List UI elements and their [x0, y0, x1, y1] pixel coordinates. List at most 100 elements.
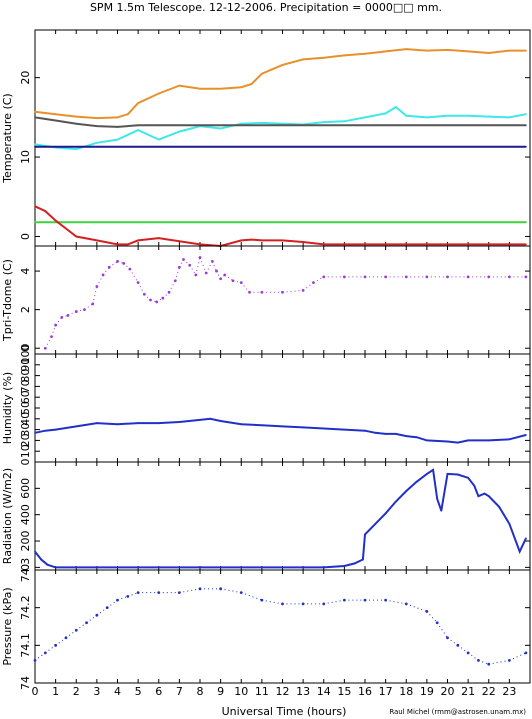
- data-point: [374, 431, 377, 434]
- x-tick-label: 19: [420, 685, 434, 698]
- series-dots: [92, 286, 98, 304]
- x-tick-label: 23: [502, 685, 516, 698]
- series-5: [34, 221, 527, 224]
- x-axis: 0 1 2 3 4 5 6 7 8 9 10 11 12 13 14 15 16 17 18 19 20 21 22 23: [32, 685, 517, 698]
- data-point: [34, 205, 36, 208]
- data-point: [34, 221, 36, 224]
- x-tick-label: 10: [234, 685, 248, 698]
- data-point: [508, 243, 511, 246]
- y-tick-label: 2: [19, 306, 32, 313]
- data-point: [178, 84, 181, 87]
- data-point: [425, 439, 428, 442]
- data-point: [425, 49, 428, 52]
- x-tick-label: 13: [296, 685, 310, 698]
- series-dots: [44, 336, 52, 349]
- data-point: [95, 125, 98, 127]
- series-dots: [282, 289, 304, 293]
- data-point: [364, 243, 366, 246]
- x-tick-label: 7: [176, 685, 183, 698]
- panel-frame: [34, 29, 531, 247]
- series-dots: [108, 261, 118, 268]
- series-dots: [96, 274, 104, 287]
- data-point: [116, 566, 119, 569]
- data-point: [467, 476, 470, 479]
- series-dots: [199, 257, 207, 274]
- data-point: [446, 48, 449, 51]
- series-1: [34, 468, 527, 569]
- data-point: [260, 598, 264, 602]
- series-dots: [488, 659, 510, 665]
- data-point: [178, 421, 181, 423]
- x-tick-label: 9: [217, 685, 224, 698]
- data-point: [384, 50, 387, 53]
- data-point: [343, 565, 346, 567]
- x-tick-label: 17: [379, 685, 393, 698]
- series-dots: [216, 270, 222, 280]
- data-point: [353, 562, 356, 565]
- data-point: [524, 221, 527, 224]
- x-tick-label: 14: [317, 685, 331, 698]
- data-point: [75, 122, 78, 125]
- data-point: [425, 472, 428, 475]
- series-dots: [102, 266, 110, 276]
- data-point: [54, 566, 57, 569]
- data-point: [219, 566, 222, 569]
- x-tick-label: 12: [276, 685, 290, 698]
- data-point: [95, 239, 98, 242]
- data-point: [302, 241, 305, 243]
- series-line: [34, 116, 526, 128]
- y-tick-label: 40: [19, 412, 32, 426]
- panel-1: 0 10 20 Temperature (C): [1, 29, 531, 248]
- series-dots: [195, 257, 201, 276]
- series-3: [34, 116, 527, 128]
- series-line: [34, 417, 527, 444]
- data-point: [199, 87, 201, 90]
- series-dots: [189, 265, 197, 276]
- y-tick-label: 200: [19, 531, 32, 552]
- series-dots: [174, 267, 180, 281]
- data-point: [498, 505, 500, 508]
- data-point: [405, 48, 408, 50]
- data-point: [75, 425, 78, 428]
- data-point: [260, 566, 263, 569]
- x-tick-label: 22: [482, 685, 496, 698]
- data-point: [343, 54, 346, 57]
- data-point: [240, 86, 243, 89]
- y-tick-label: 0: [19, 233, 32, 240]
- data-point: [467, 439, 470, 442]
- series-dots: [86, 614, 98, 624]
- data-point: [260, 72, 263, 75]
- data-point: [440, 509, 443, 512]
- data-point: [199, 243, 201, 246]
- data-point: [384, 512, 387, 515]
- data-point: [405, 490, 408, 492]
- data-point: [157, 237, 160, 239]
- data-point: [364, 52, 366, 55]
- series-dots: [406, 603, 428, 612]
- data-point: [524, 113, 527, 116]
- data-point: [75, 235, 78, 238]
- data-point: [95, 117, 98, 120]
- data-point: [432, 469, 434, 471]
- panel-frame: [34, 569, 531, 684]
- data-point: [508, 438, 511, 441]
- data-point: [446, 472, 449, 475]
- x-tick-label: 2: [73, 685, 80, 698]
- y-axis-label: Humidity (%): [1, 372, 14, 444]
- data-point: [219, 127, 222, 130]
- y-tick-label: 60: [19, 390, 32, 404]
- data-point: [126, 113, 129, 116]
- series-dots: [55, 317, 63, 326]
- data-point: [384, 243, 387, 246]
- data-point: [209, 417, 212, 420]
- data-point: [46, 563, 49, 566]
- data-point: [75, 115, 78, 118]
- data-point: [343, 428, 346, 431]
- y-tick-label: 74.1: [19, 633, 32, 658]
- series-dots: [67, 311, 77, 316]
- y-axis-label: Temperature (C): [1, 93, 14, 183]
- data-point: [34, 145, 36, 148]
